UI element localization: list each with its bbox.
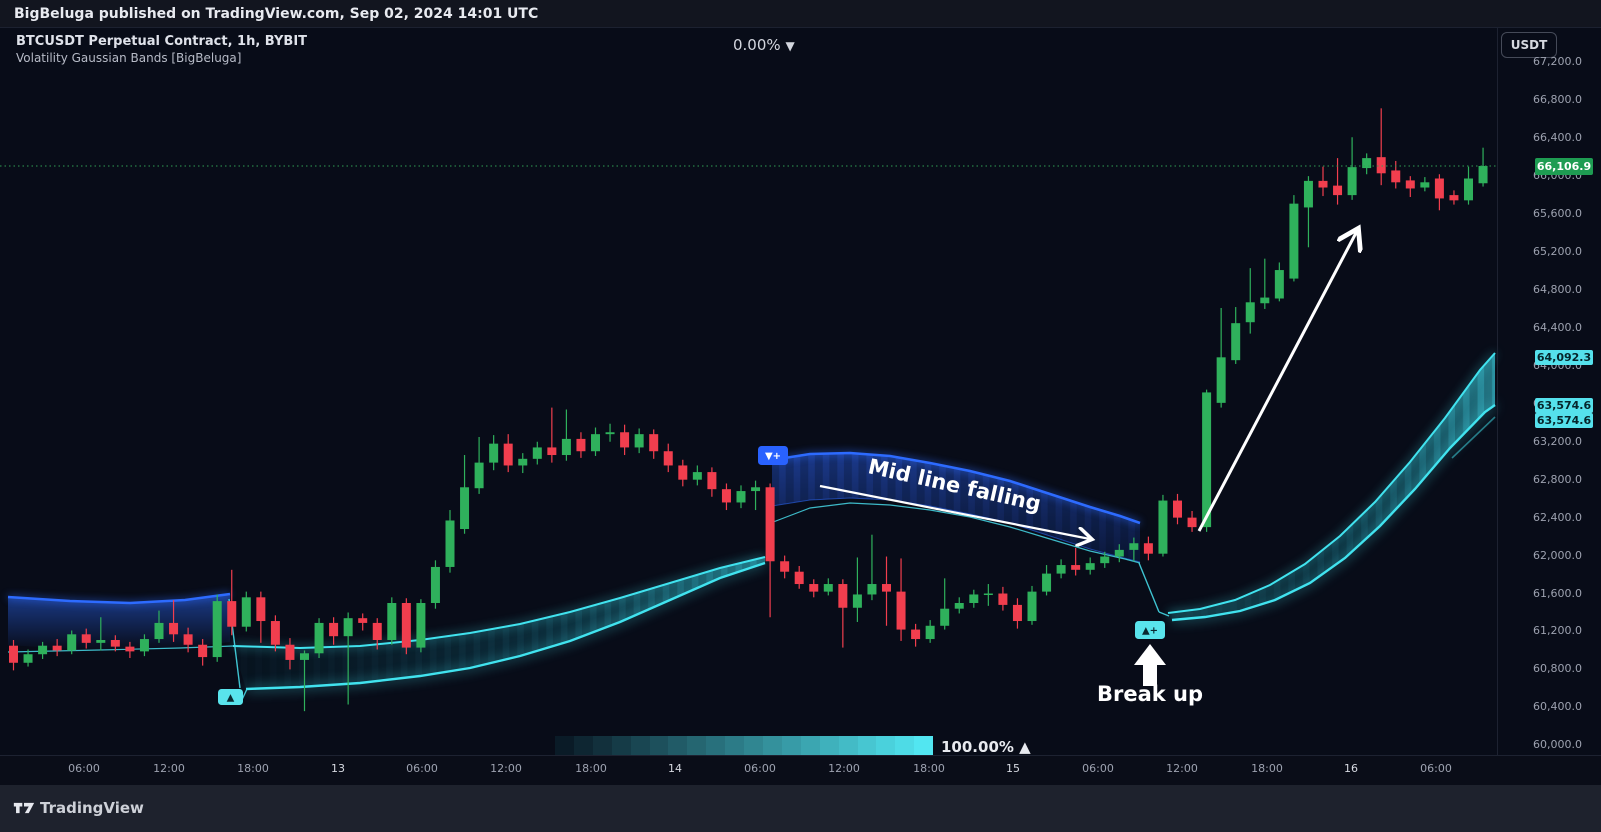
price-axis-border (1497, 28, 1498, 756)
price-tick-label: 67,200.0 (1533, 55, 1582, 69)
time-tick-label: 18:00 (1251, 762, 1283, 775)
gradient-block (857, 736, 877, 755)
tradingview-wordmark[interactable]: TradingView (40, 799, 144, 817)
price-tick-label: 65,600.0 (1533, 207, 1582, 221)
time-tick-label: 15 (1006, 762, 1020, 775)
price-tick-label: 62,000.0 (1533, 548, 1582, 562)
time-tick-label: 18:00 (237, 762, 269, 775)
band-price-label: 63,574.6 (1535, 413, 1593, 429)
gradient-block (781, 736, 801, 755)
gradient-block (649, 736, 669, 755)
time-tick-label: 16 (1344, 762, 1358, 775)
footer-bar: TradingView (0, 785, 1601, 832)
time-axis-border (0, 755, 1601, 756)
time-tick-label: 18:00 (913, 762, 945, 775)
gradient-block (914, 736, 934, 755)
gradient-block (573, 736, 593, 755)
tradingview-logo-icon[interactable] (13, 799, 35, 817)
gradient-block (630, 736, 650, 755)
currency-toggle-button[interactable]: USDT (1501, 32, 1557, 58)
price-tick-label: 60,800.0 (1533, 662, 1582, 676)
volatility-gradient-strip (555, 736, 934, 755)
price-tick-label: 64,800.0 (1533, 282, 1582, 296)
chart-pane[interactable] (0, 28, 1601, 755)
price-tick-label: 62,800.0 (1533, 472, 1582, 486)
symbol-title[interactable]: BTCUSDT Perpetual Contract, 1h, BYBIT (16, 34, 308, 49)
time-tick-label: 06:00 (406, 762, 438, 775)
time-tick-label: 14 (668, 762, 682, 775)
gradient-block (744, 736, 763, 755)
band-price-label: 64,092.3 (1535, 350, 1593, 366)
price-tick-label: 64,400.0 (1533, 320, 1582, 334)
down-triangle-icon: ▼ (785, 39, 795, 53)
gradient-block (706, 736, 726, 755)
change-value: 0.00% (733, 36, 781, 54)
time-tick-label: 12:00 (490, 762, 522, 775)
time-tick-label: 06:00 (1082, 762, 1114, 775)
band-price-label: 63,574.6 (1535, 398, 1593, 414)
gradient-block (838, 736, 858, 755)
gradient-block (725, 736, 745, 755)
price-tick-label: 62,400.0 (1533, 510, 1582, 524)
published-text: BigBeluga published on TradingView.com, … (14, 6, 539, 22)
gradient-block (876, 736, 896, 755)
gradient-block (611, 736, 631, 755)
price-tick-label: 66,800.0 (1533, 93, 1582, 107)
gradient-block (687, 736, 707, 755)
gradient-block (555, 736, 574, 755)
price-tick-label: 61,200.0 (1533, 624, 1582, 638)
time-tick-label: 12:00 (1166, 762, 1198, 775)
gradient-block (592, 736, 612, 755)
gradient-block (800, 736, 820, 755)
gradient-block (819, 736, 839, 755)
change-percent: 0.00% ▼ (733, 36, 795, 54)
gradient-strip-label: 100.00% ▲ (941, 738, 1031, 756)
last-price-label: 66,106.9 (1535, 158, 1593, 175)
gradient-block (668, 736, 688, 755)
time-tick-label: 12:00 (153, 762, 185, 775)
gradient-block (895, 736, 915, 755)
time-tick-label: 18:00 (575, 762, 607, 775)
price-tick-label: 63,200.0 (1533, 434, 1582, 448)
time-tick-label: 06:00 (1420, 762, 1452, 775)
indicator-title[interactable]: Volatility Gaussian Bands [BigBeluga] (16, 51, 242, 65)
price-tick-label: 66,400.0 (1533, 131, 1582, 145)
price-tick-label: 65,200.0 (1533, 245, 1582, 259)
price-tick-label: 61,600.0 (1533, 586, 1582, 600)
gradient-block (762, 736, 782, 755)
time-tick-label: 06:00 (68, 762, 100, 775)
price-tick-label: 60,000.0 (1533, 738, 1582, 752)
published-bar: BigBeluga published on TradingView.com, … (0, 0, 1601, 28)
time-tick-label: 13 (331, 762, 345, 775)
time-tick-label: 06:00 (744, 762, 776, 775)
time-tick-label: 12:00 (828, 762, 860, 775)
price-tick-label: 60,400.0 (1533, 700, 1582, 714)
